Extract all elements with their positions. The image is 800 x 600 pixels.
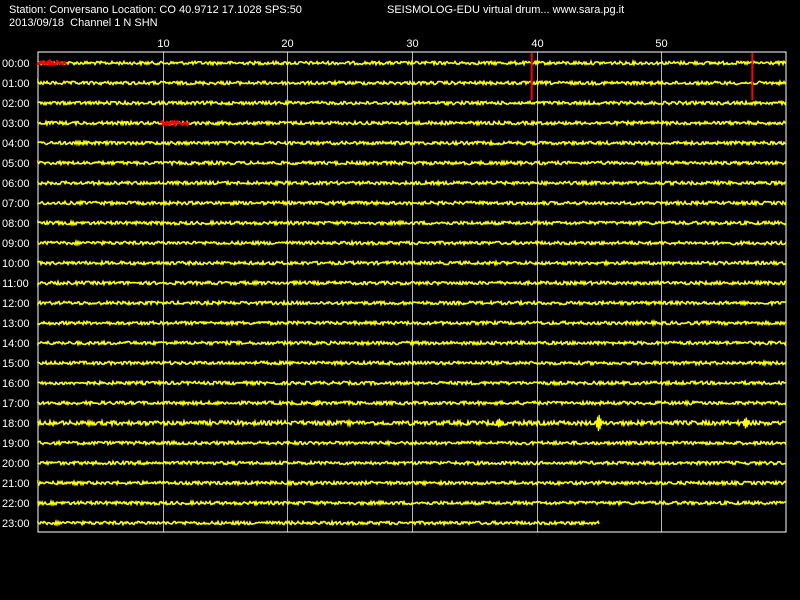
trace-row-0000 <box>37 58 787 67</box>
drum-title: SEISMOLOG-EDU virtual drum... www.sara.p… <box>387 4 625 16</box>
hour-label-1000: 10:00 <box>2 258 30 270</box>
event-segment-0300-1 <box>160 118 190 128</box>
hour-label-1700: 17:00 <box>2 398 30 410</box>
hour-label-0300: 03:00 <box>2 118 30 130</box>
hour-label-1600: 16:00 <box>2 378 30 390</box>
hour-label-2000: 20:00 <box>2 458 30 470</box>
trace-row-2200 <box>37 499 787 507</box>
x-tick-label-30: 30 <box>406 38 418 50</box>
trace-row-1600 <box>37 379 787 387</box>
trace-row-0900 <box>37 238 787 247</box>
trace-row-1000 <box>37 258 787 268</box>
x-tick-labels: 10 20 30 40 50 <box>157 38 667 50</box>
x-tick-label-20: 20 <box>281 38 293 50</box>
trace-row-1700 <box>37 399 787 408</box>
trace-row-0200 <box>37 99 787 107</box>
hour-label-2200: 22:00 <box>2 498 30 510</box>
trace-row-0300 <box>37 119 787 128</box>
hour-label-1200: 12:00 <box>2 298 30 310</box>
hour-label-0500: 05:00 <box>2 158 30 170</box>
trace-row-1200 <box>37 298 787 307</box>
hour-label-0400: 04:00 <box>2 138 30 150</box>
trace-row-0800 <box>37 219 787 227</box>
hour-label-0000: 00:00 <box>2 58 30 70</box>
hour-labels: 00:00 01:00 02:00 03:00 04:00 05:00 06:00 07:00… <box>2 58 30 530</box>
trace-row-1400 <box>37 339 787 347</box>
trace-row-0500 <box>37 159 787 167</box>
trace-row-0700 <box>37 199 787 207</box>
x-tick-label-10: 10 <box>157 38 169 50</box>
spike-1800-2 <box>595 414 603 432</box>
hour-label-1400: 14:00 <box>2 338 30 350</box>
spike-1800-1 <box>495 418 503 428</box>
hour-label-2300: 23:00 <box>2 518 30 530</box>
plot-frame <box>37 51 787 533</box>
hour-label-1900: 19:00 <box>2 438 30 450</box>
trace-layer <box>37 58 787 527</box>
trace-row-0400 <box>37 139 786 147</box>
hour-label-0600: 06:00 <box>2 178 30 190</box>
hour-label-2100: 21:00 <box>2 478 30 490</box>
grid-layer <box>37 51 787 533</box>
event-layer <box>36 53 754 432</box>
trace-row-1900 <box>37 439 787 447</box>
x-tick-label-50: 50 <box>655 38 667 50</box>
spike-1800-3 <box>742 417 750 429</box>
x-tick-label-40: 40 <box>531 38 543 50</box>
station-info: Station: Conversano Location: CO 40.9712… <box>9 4 302 16</box>
trace-row-1100 <box>37 279 787 287</box>
hour-label-1100: 11:00 <box>2 278 29 290</box>
spike-1700-0 <box>313 399 321 407</box>
hour-label-0800: 08:00 <box>2 218 30 230</box>
hour-label-1500: 15:00 <box>2 358 30 370</box>
trace-row-2000 <box>37 459 787 467</box>
hour-label-0700: 07:00 <box>2 198 30 210</box>
trace-row-2100 <box>37 479 787 487</box>
hour-label-0200: 02:00 <box>2 98 30 110</box>
trace-row-0100 <box>37 78 787 87</box>
trace-row-1300 <box>37 319 787 328</box>
trace-row-0600 <box>37 178 787 188</box>
hour-label-1300: 13:00 <box>2 318 30 330</box>
trace-row-1500 <box>37 358 787 368</box>
hour-label-1800: 18:00 <box>2 418 30 430</box>
event-segment-0000-0 <box>36 58 68 68</box>
hour-label-0100: 01:00 <box>2 78 30 90</box>
trace-row-1800 <box>37 417 787 429</box>
date-channel-info: 2013/09/18 Channel 1 N SHN <box>9 17 158 29</box>
hour-label-0900: 09:00 <box>2 238 30 250</box>
trace-row-2300 <box>37 518 600 527</box>
